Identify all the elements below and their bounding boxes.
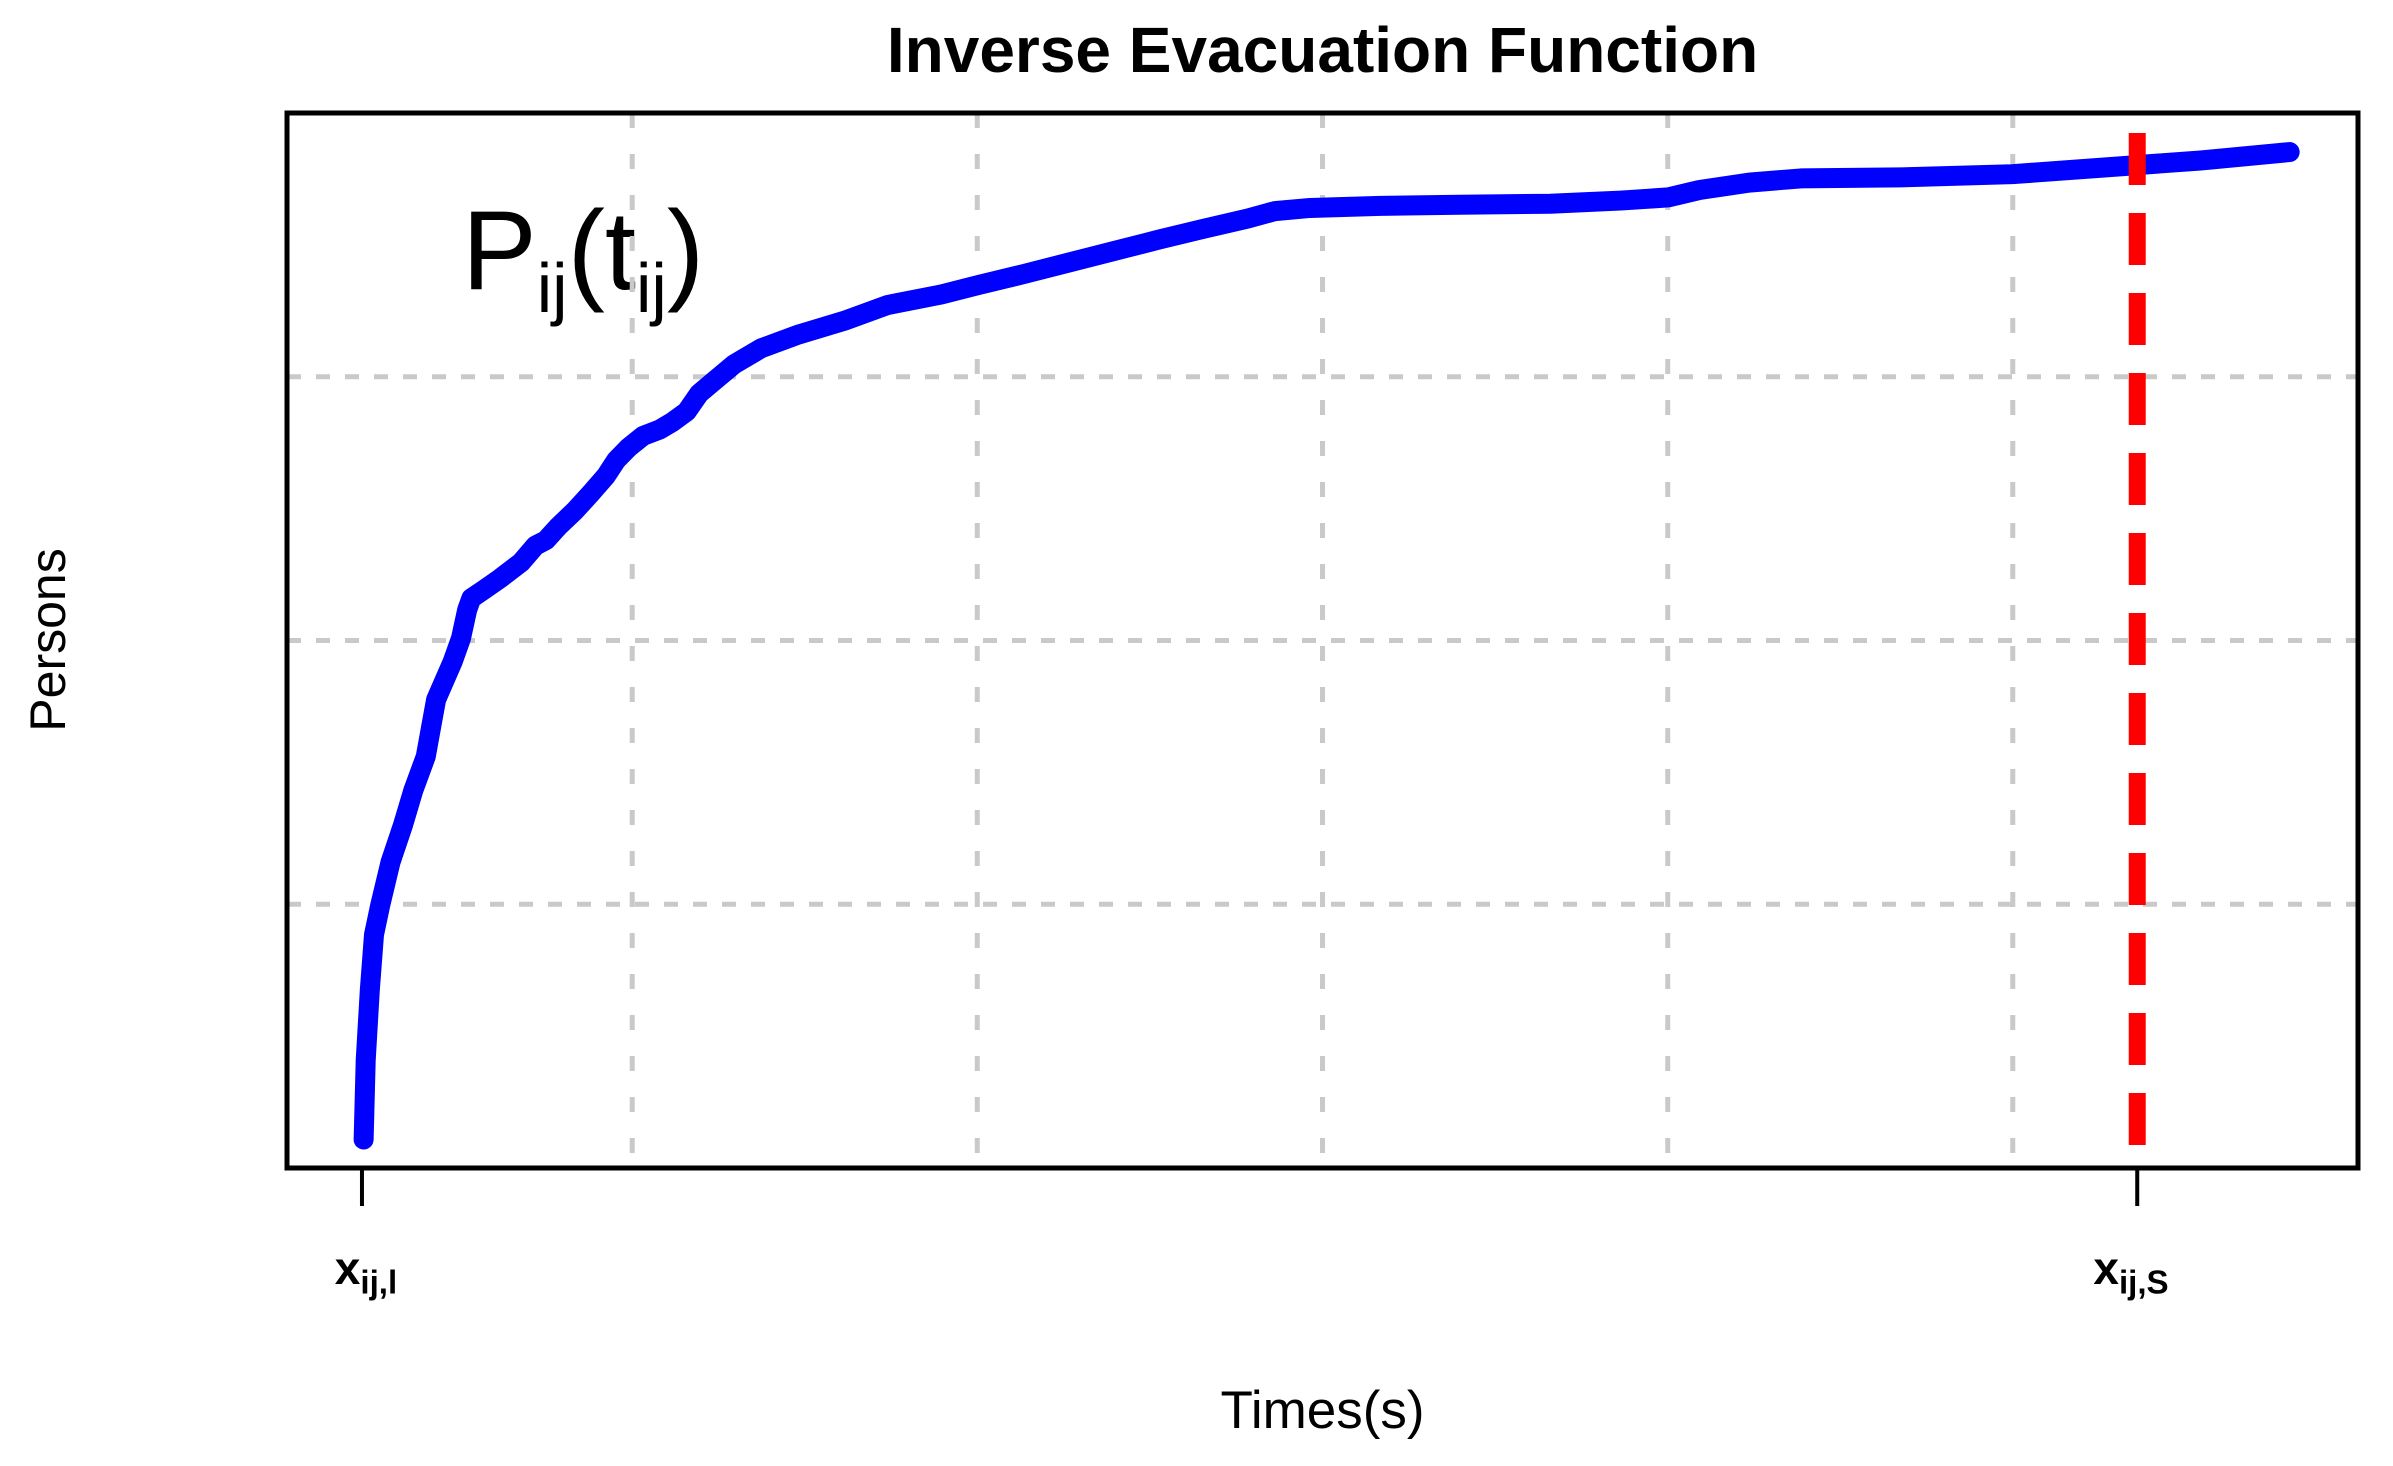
evacuation-curve-line xyxy=(353,142,2300,1150)
tick-left-base: x xyxy=(334,1242,361,1294)
annotation-subscript-1: ij xyxy=(536,248,568,327)
tick-right-subscript: ij,S xyxy=(2118,1264,2169,1302)
tick-right-base: x xyxy=(2093,1242,2119,1294)
x-tick-label-left: xij,l xyxy=(256,1236,476,1307)
tick-left-subscript: ij,l xyxy=(360,1264,398,1302)
curve-annotation: Pij(tij) xyxy=(462,195,704,323)
plot-frame xyxy=(284,110,2361,1171)
chart-title: Inverse Evacuation Function xyxy=(886,14,1759,86)
x-axis-label: Times(s) xyxy=(1220,1381,1425,1440)
annotation-open-paren: ( xyxy=(567,188,605,313)
y-axis-label: Persons xyxy=(20,548,76,732)
x-axis-ticks xyxy=(359,1168,2140,1206)
annotation-subscript-2: ij xyxy=(635,248,667,327)
grid-lines xyxy=(287,113,2358,1168)
annotation-base: P xyxy=(462,188,537,313)
x-tick-label-right: xij,S xyxy=(2021,1236,2241,1307)
annotation-close-paren: ) xyxy=(666,188,705,313)
